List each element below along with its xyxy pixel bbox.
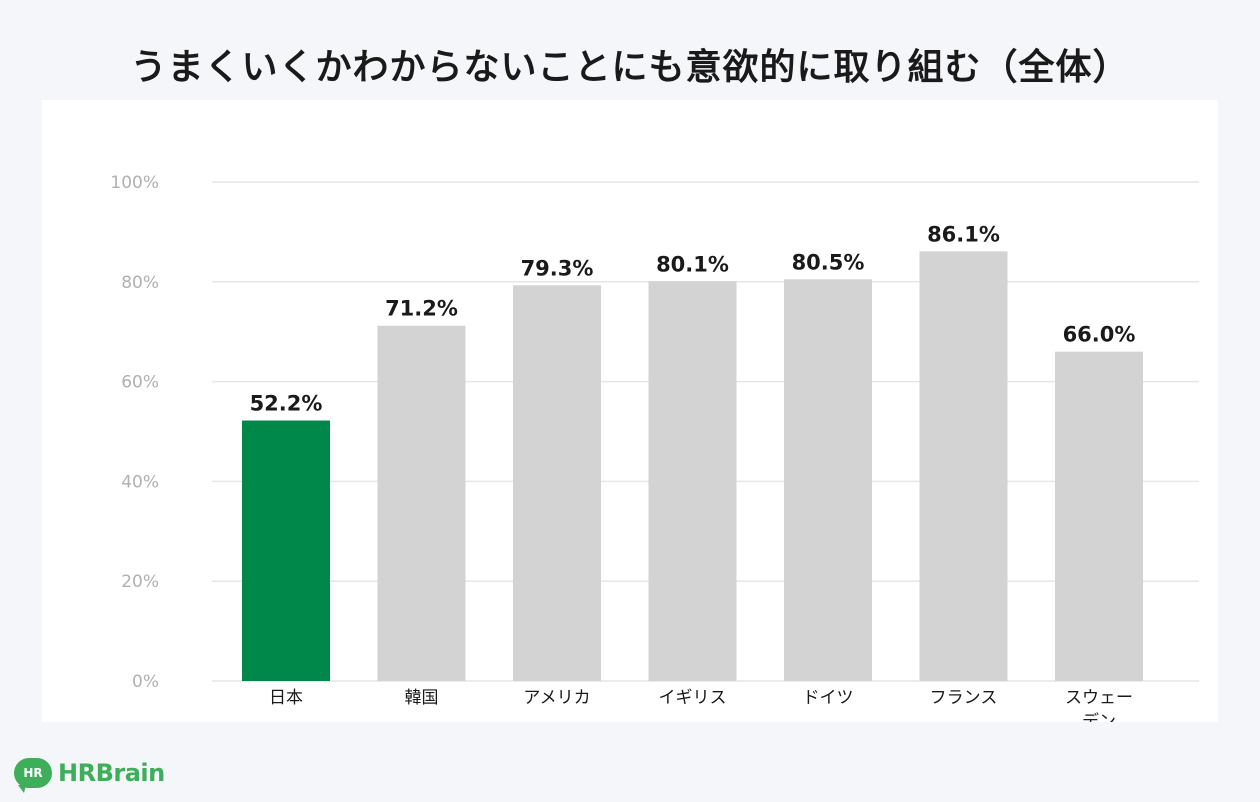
bar-4: [648, 281, 737, 681]
category-label: アメリカ: [523, 688, 590, 708]
y-tick-label: 40%: [121, 472, 159, 492]
value-labels: 52.2% 71.2% 79.3% 80.1% 80.5% 86.1% 66.0%: [250, 222, 1136, 415]
category-label: イギリス: [659, 688, 727, 708]
bar-2: [377, 325, 466, 681]
bar-6: [919, 251, 1008, 681]
y-axis-ticks: 0% 20% 40% 60% 80% 100%: [110, 173, 159, 692]
value-label: 86.1%: [927, 222, 1000, 246]
category-label: フランス: [930, 688, 998, 708]
category-label: 韓国: [405, 688, 439, 708]
bar-chart: 0% 20% 40% 60% 80% 100% 52.2% 71.2% 79.3% 80.1% 8…: [110, 173, 1199, 722]
y-tick-label: 20%: [121, 572, 159, 592]
value-label: 52.2%: [250, 392, 323, 416]
bar-1: [242, 420, 330, 681]
value-label: 79.3%: [521, 256, 594, 280]
hrbrain-logo: HR HRBrain: [14, 756, 165, 793]
chart-panel: 0% 20% 40% 60% 80% 100% 52.2% 71.2% 79.3% 80.1% 8…: [42, 100, 1218, 722]
bar-7: [1055, 351, 1143, 681]
bar-5: [784, 279, 872, 681]
value-label: 80.1%: [656, 252, 729, 276]
y-tick-label: 60%: [121, 373, 159, 393]
category-label: ドイツ: [803, 688, 854, 708]
bar-layer: [242, 251, 1143, 681]
bar-3: [513, 285, 601, 681]
category-label: スウェー: [1065, 688, 1133, 708]
category-label: デン: [1082, 711, 1116, 722]
y-tick-label: 80%: [121, 273, 159, 293]
chart-title: うまくいくかわからないことにも意欲的に取り組む（全体）: [130, 47, 1130, 88]
value-label: 80.5%: [792, 250, 865, 274]
y-tick-label: 0%: [132, 672, 159, 692]
value-label: 71.2%: [385, 297, 458, 321]
value-label: 66.0%: [1063, 323, 1136, 347]
logo-wordmark: HRBrain: [58, 759, 165, 787]
category-label: 日本: [269, 688, 303, 708]
logo-badge: HR: [14, 758, 52, 793]
y-tick-label: 100%: [110, 173, 159, 193]
